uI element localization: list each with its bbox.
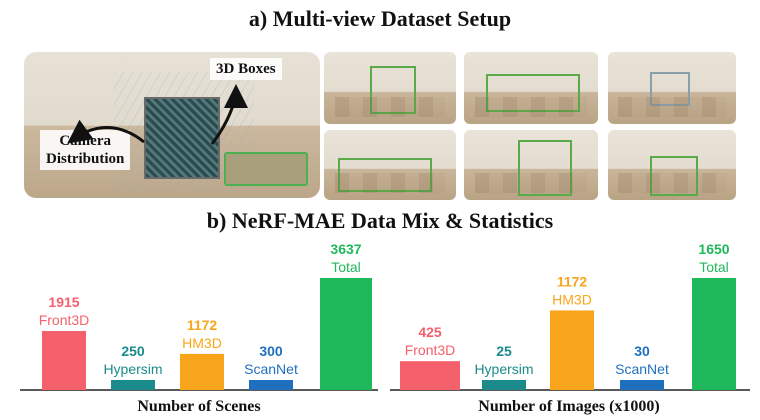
annotation-arrows: [67, 84, 248, 145]
value-label-hypersim: 250: [121, 343, 145, 359]
value-label-front3d: 425: [418, 324, 442, 340]
bar-total: [320, 278, 372, 390]
category-label-hm3d: HM3D: [552, 291, 592, 307]
window-image: [144, 97, 220, 179]
thumbnail-lamp: [608, 52, 736, 124]
value-label-hm3d: 1172: [187, 317, 218, 333]
scene-render-main: 3D Boxes Camera Distribution: [24, 52, 320, 198]
bar-total: [692, 278, 736, 390]
category-label-front3d: Front3D: [39, 312, 90, 328]
category-label-total: Total: [699, 259, 729, 275]
value-label-scannet: 300: [259, 343, 283, 359]
value-label-front3d: 1915: [48, 294, 79, 310]
value-label-hm3d: 1172: [557, 273, 588, 289]
category-label-hypersim: Hypersim: [103, 361, 162, 377]
bar-front3d: [42, 331, 86, 390]
value-label-total: 1650: [698, 241, 729, 257]
value-label-scannet: 30: [634, 343, 650, 359]
thumbnail-coffee-table: [464, 52, 598, 124]
panel-a-title: a) Multi-view Dataset Setup: [248, 6, 512, 31]
thumbnail-tv-stand: [324, 130, 456, 200]
category-label-scannet: ScanNet: [244, 361, 298, 377]
category-label-front3d: Front3D: [405, 342, 456, 358]
category-label-scannet: ScanNet: [615, 361, 669, 377]
bar-hypersim: [111, 380, 155, 390]
chart-2-xlabel: Number of Images (x1000): [478, 398, 660, 415]
sofa-box: [224, 152, 308, 186]
bar-scannet: [249, 380, 293, 390]
bar-hm3d: [550, 310, 594, 390]
thumbnail-side-table: [608, 130, 736, 200]
label-3d-boxes: 3D Boxes: [210, 58, 282, 80]
value-label-total: 3637: [330, 241, 361, 257]
category-label-hypersim: Hypersim: [474, 361, 533, 377]
bar-hm3d: [180, 353, 224, 390]
bar-charts: Front3D 1915 Hypersim 250 HM3D 1172 ScanNet 300…: [20, 241, 750, 391]
bar-scannet: [620, 380, 664, 390]
thumbnail-armchair: [464, 130, 598, 200]
chart-1-xlabel: Number of Scenes: [137, 398, 261, 415]
category-label-total: Total: [331, 259, 361, 275]
bar-hypersim: [482, 380, 526, 390]
value-label-hypersim: 25: [496, 343, 512, 359]
panel-b-title: b) NeRF-MAE Data Mix & Statistics: [206, 208, 554, 233]
category-label-hm3d: HM3D: [182, 335, 222, 351]
thumbnail-chair: [324, 52, 456, 124]
bar-front3d: [400, 361, 460, 390]
